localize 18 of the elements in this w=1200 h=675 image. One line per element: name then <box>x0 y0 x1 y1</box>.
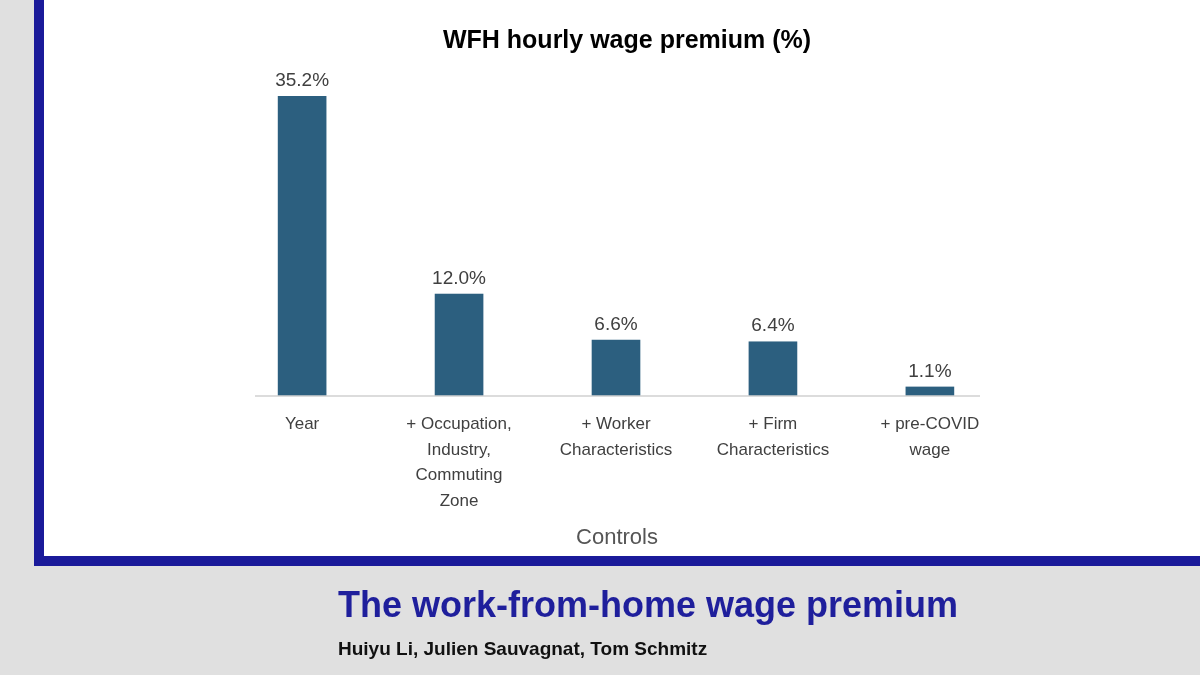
bar <box>277 96 327 396</box>
x-tick-label: + Occupation, Industry, Commuting Zone <box>406 414 512 510</box>
x-tick-label: + Worker Characteristics <box>559 414 673 459</box>
bar <box>591 339 641 396</box>
bar <box>748 341 798 396</box>
data-label: 6.4% <box>751 314 795 336</box>
data-label: 1.1% <box>908 359 952 381</box>
data-label: 35.2% <box>275 69 330 90</box>
bar <box>434 293 484 396</box>
x-tick-label: + pre-COVID wage <box>880 414 980 459</box>
chart-title: WFH hourly wage premium (%) <box>442 25 812 53</box>
text: Huiyu Li, Julien Sauvagnat, Tom Schmitz <box>338 638 708 659</box>
x-tick-label: + Firm Characteristics <box>716 414 830 459</box>
x-axis-title: Controls <box>576 524 658 549</box>
data-label: 12.0% <box>432 266 487 288</box>
data-label: 6.6% <box>594 312 638 334</box>
text: The work-from-home wage premium <box>338 584 959 625</box>
x-tick-label: Year <box>284 414 320 433</box>
